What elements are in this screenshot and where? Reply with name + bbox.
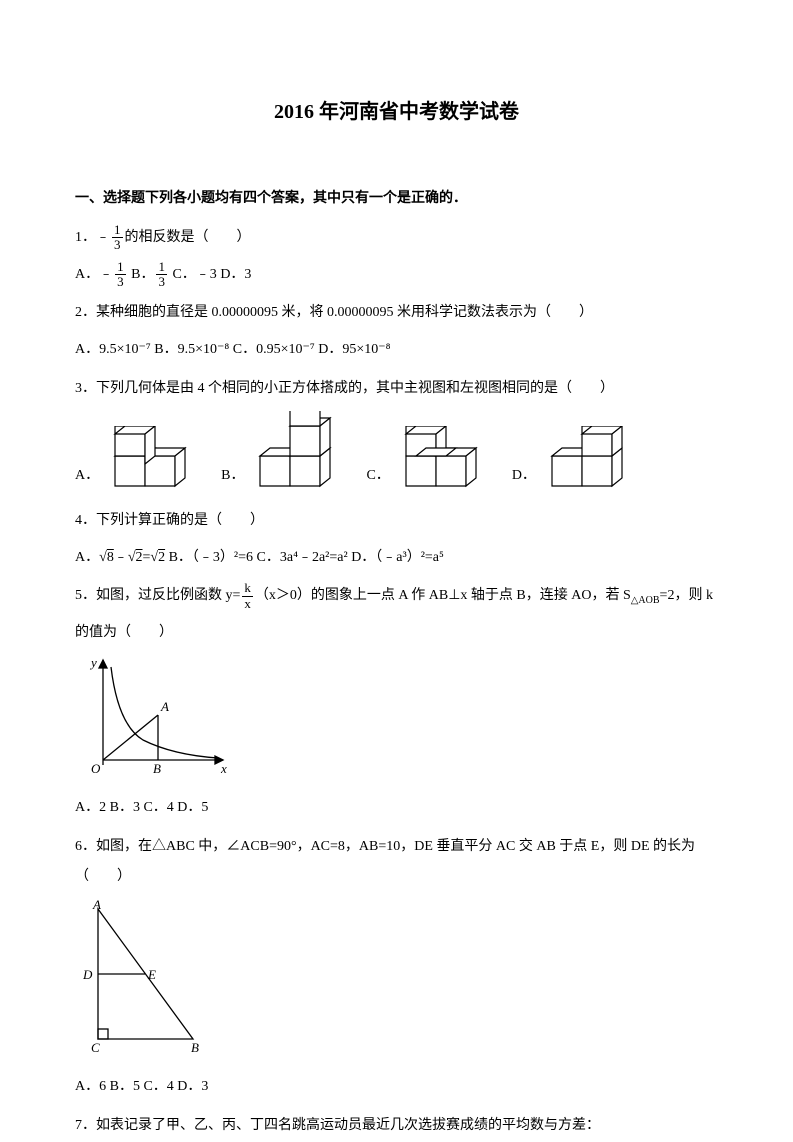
frac-num: 1 — [115, 260, 126, 275]
q3-label-b: B． — [221, 461, 244, 492]
frac-den: 3 — [156, 275, 167, 289]
q1-optA-frac: 13 — [115, 260, 126, 290]
q3-label-c: C． — [366, 461, 389, 492]
q1-suffix: 的相反数是（ ） — [125, 230, 251, 245]
sqrt-icon: √ — [150, 550, 158, 565]
question-5-line2: 的值为（ ） — [75, 618, 718, 649]
q3-option-a: A． — [75, 426, 203, 496]
q4-optA-pre: A． — [75, 550, 99, 565]
question-1: 1．﹣13的相反数是（ ） — [75, 223, 718, 254]
q5-mid: （x＞0）的图象上一点 A 作 AB⊥x 轴于点 B，连接 AO，若 S — [255, 588, 631, 603]
q5-fraction: kx — [242, 581, 253, 611]
q3-option-d: D． — [512, 426, 640, 496]
vertex-c-label: C — [91, 1040, 100, 1054]
q1-optD: D．3 — [217, 267, 252, 282]
q4-optB: B．（﹣3）²=6 — [165, 550, 253, 565]
vertex-e-label: E — [147, 967, 156, 982]
question-3: 3．下列几何体是由 4 个相同的小正方体搭成的，其中主视图和左视图相同的是（ ） — [75, 374, 718, 405]
frac-num: k — [242, 581, 253, 596]
section-header: 一、选择题下列各小题均有四个答案，其中只有一个是正确的． — [75, 184, 718, 215]
q6-options: A．6 B．5 C．4 D．3 — [75, 1072, 718, 1103]
q1-optB-pre: B． — [128, 267, 155, 282]
q5-options: A．2 B．3 C．4 D．5 — [75, 793, 718, 824]
cube-figure-d — [540, 426, 640, 496]
q2-options: A．9.5×10⁻⁷ B．9.5×10⁻⁸ C．0.95×10⁻⁷ D．95×1… — [75, 335, 718, 366]
cube-figure-b — [248, 411, 348, 496]
q5-suffix: =2，则 k — [660, 588, 713, 603]
q3-option-c: C． — [366, 426, 493, 496]
q1-prefix: 1．﹣ — [75, 230, 110, 245]
frac-num: 1 — [156, 260, 167, 275]
question-4: 4．下列计算正确的是（ ） — [75, 506, 718, 537]
q3-option-b: B． — [221, 411, 348, 496]
point-a-label: A — [160, 699, 169, 714]
question-6: 6．如图，在△ABC 中，∠ACB=90°，AC=8，AB=10，DE 垂直平分… — [75, 832, 718, 894]
q3-figures: A． B． — [75, 411, 718, 496]
page-title: 2016 年河南省中考数学试卷 — [75, 90, 718, 134]
vertex-b-label: B — [191, 1040, 199, 1054]
q4-sqrt8: 8 — [107, 550, 114, 565]
q4-optD: D．（﹣a³）²=a⁵ — [348, 550, 444, 565]
q1-optB-frac: 13 — [156, 260, 167, 290]
q4-sqrt2a: 2 — [136, 550, 143, 565]
axis-x-label: x — [220, 761, 227, 775]
q4-optC: C．3a⁴﹣2a²=a² — [253, 550, 348, 565]
vertex-d-label: D — [83, 967, 93, 982]
frac-den: 3 — [115, 275, 126, 289]
q1-optC: C．﹣3 — [169, 267, 217, 282]
frac-num: 1 — [112, 223, 123, 238]
q5-graph: y x O A B — [83, 655, 718, 788]
question-7: 7．如表记录了甲、乙、丙、丁四名跳高运动员最近几次选拔赛成绩的平均数与方差： — [75, 1111, 718, 1142]
q5-prefix: 5．如图，过反比例函数 y= — [75, 588, 240, 603]
sqrt-icon: √ — [99, 550, 107, 565]
q4-optA-mid: ﹣ — [114, 550, 128, 565]
question-5: 5．如图，过反比例函数 y=kx（x＞0）的图象上一点 A 作 AB⊥x 轴于点… — [75, 581, 718, 612]
axis-y-label: y — [89, 655, 97, 670]
cube-figure-a — [103, 426, 203, 496]
q4-options: A．√8﹣√2=√2 B．（﹣3）²=6 C．3a⁴﹣2a²=a² D．（﹣a³… — [75, 543, 718, 574]
frac-den: 3 — [112, 238, 123, 252]
cube-figure-c — [394, 426, 494, 496]
q1-fraction: 13 — [112, 223, 123, 253]
q3-label-a: A． — [75, 461, 99, 492]
q3-label-d: D． — [512, 461, 536, 492]
q6-graph: A D E C B — [83, 899, 718, 1067]
origin-label: O — [91, 761, 101, 775]
q1-optA-pre: A．﹣ — [75, 267, 113, 282]
sqrt-icon: √ — [128, 550, 136, 565]
vertex-a-label: A — [92, 899, 101, 912]
q1-options: A．﹣13 B．13 C．﹣3 D．3 — [75, 260, 718, 291]
frac-den: x — [242, 597, 253, 611]
question-2: 2．某种细胞的直径是 0.00000095 米，将 0.00000095 米用科… — [75, 298, 718, 329]
point-b-label: B — [153, 761, 161, 775]
q5-sub: △AOB — [631, 595, 660, 606]
